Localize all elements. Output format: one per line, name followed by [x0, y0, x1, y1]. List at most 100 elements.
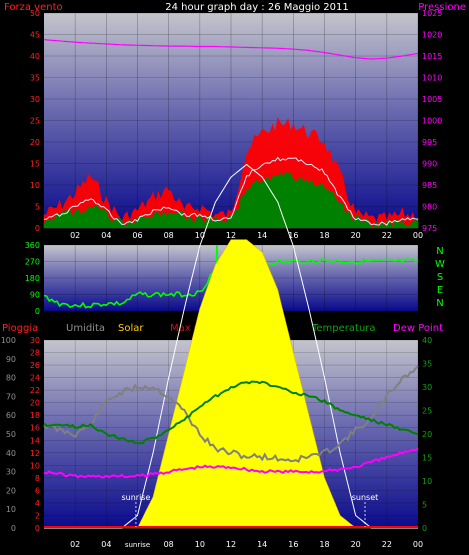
wind-y-tick: 0 [35, 224, 40, 233]
temperature-x-tick: 04 [101, 540, 111, 549]
pressure-y-tick: 1015 [422, 52, 442, 61]
rain-y-tick: 8 [35, 474, 40, 483]
humidity-y-tick: 90 [6, 355, 16, 364]
rain-y-tick: 6 [35, 486, 40, 495]
humidity-y-tick: 50 [6, 430, 16, 439]
direction-y-tick: 0 [35, 307, 40, 316]
sunrise-label: sunrise [121, 493, 150, 502]
legend-item: Dew Point [393, 323, 443, 334]
temperature-x-tick: 10 [195, 540, 205, 549]
wind-x-tick: 22 [382, 231, 392, 240]
temperature-y-tick: 30 [422, 383, 432, 392]
wind-x-labels: 02 04 06 08 10 12 14 16 18 20 22 00 [70, 231, 423, 240]
direction-y-tick: 180 [25, 274, 40, 283]
temperature-y-tick: 5 [422, 501, 427, 510]
direction-y-tick: 360 [25, 241, 40, 250]
pressure-y-tick: 1000 [422, 117, 442, 126]
temperature-y-tick: 20 [422, 430, 432, 439]
wind-pressure-grid [44, 12, 419, 229]
rain-y-tick: 24 [30, 374, 40, 383]
humidity-y-tick: 70 [6, 392, 16, 401]
temperature-x-tick: 20 [351, 540, 361, 549]
temperature-y-tick: 35 [422, 360, 432, 369]
temperature-y-labels: 0 5 10 15 20 25 30 35 40 [422, 336, 432, 533]
pressure-y-tick: 1020 [422, 31, 442, 40]
wind-y-tick: 40 [30, 52, 40, 61]
direction-y-tick: 270 [25, 258, 40, 267]
wind-x-tick: 20 [351, 231, 361, 240]
humidity-y-labels: 0 10 20 30 40 50 60 70 80 90 100 [1, 336, 16, 533]
rain-y-tick: 12 [30, 449, 40, 458]
temperature-x-tick: 22 [382, 540, 392, 549]
rain-y-tick: 18 [30, 411, 40, 420]
temperature-y-tick: 10 [422, 477, 432, 486]
wind-x-tick: 00 [413, 231, 423, 240]
humidity-y-tick: 20 [6, 486, 16, 495]
wind-y-tick: 5 [35, 203, 40, 212]
wind-x-tick: 12 [226, 231, 236, 240]
temperature-x-labels: 02 04 sunrise 08 10 12 14 16 18 20 22 00 [70, 540, 423, 549]
header-left-label: Forza vento [4, 2, 63, 13]
wind-y-tick: 45 [30, 31, 40, 40]
humidity-y-tick: 10 [6, 505, 16, 514]
temperature-x-tick: sunrise [125, 541, 150, 549]
rain-y-tick: 26 [30, 361, 40, 370]
wind-pressure-panel [44, 13, 418, 228]
temperature-x-tick: 16 [288, 540, 298, 549]
compass-label: S [437, 272, 443, 283]
temperature-y-tick: 40 [422, 336, 432, 345]
rain-y-tick: 28 [30, 349, 40, 358]
rain-y-tick: 0 [35, 524, 40, 533]
compass-label: N [436, 298, 443, 309]
direction-y-tick: 90 [30, 291, 40, 300]
pressure-line [43, 39, 419, 60]
dew-point-line [43, 447, 419, 479]
header-right-label: Pressione [418, 2, 466, 13]
wind-pressure-series [43, 39, 419, 229]
wind-x-tick: 06 [132, 231, 142, 240]
temperature-x-tick: 14 [257, 540, 267, 549]
rain-y-tick: 30 [30, 336, 40, 345]
rain-y-tick: 2 [35, 511, 40, 520]
humidity-y-tick: 0 [11, 524, 16, 533]
wind-x-tick: 08 [164, 231, 174, 240]
wind-x-tick: 10 [195, 231, 205, 240]
temperature-series [43, 163, 419, 529]
sunset-label: sunset [352, 493, 379, 502]
rain-y-tick: 14 [30, 436, 40, 445]
temperature-x-tick: 02 [70, 540, 80, 549]
rain-y-tick: 22 [30, 386, 40, 395]
wind-y-labels: 0 5 10 15 20 25 30 35 40 45 50 [30, 9, 40, 233]
temperature-y-tick: 25 [422, 407, 432, 416]
legend-item: Temperatura [311, 323, 376, 334]
humidity-y-tick: 80 [6, 374, 16, 383]
compass-label: N [436, 246, 443, 257]
humidity-y-tick: 60 [6, 411, 16, 420]
compass-label: W [435, 259, 445, 270]
humidity-y-tick: 100 [1, 336, 16, 345]
wind-y-tick: 20 [30, 138, 40, 147]
humidity-y-tick: 30 [6, 468, 16, 477]
wind-y-tick: 30 [30, 95, 40, 104]
humidity-y-tick: 40 [6, 449, 16, 458]
temperature-x-tick: 08 [164, 540, 174, 549]
temperature-x-tick: 00 [413, 540, 423, 549]
wind-x-tick: 18 [319, 231, 329, 240]
humidity-line [43, 365, 419, 464]
wind-avg-area [43, 171, 419, 229]
header-title: 24 hour graph day : 26 Maggio 2011 [165, 2, 348, 13]
temperature-y-tick: 0 [422, 524, 427, 533]
legend-item: Umidita [66, 323, 105, 334]
pressure-y-tick: 975 [422, 224, 437, 233]
pressure-y-tick: 980 [422, 203, 437, 212]
wind-x-tick: 14 [257, 231, 267, 240]
pressure-y-tick: 995 [422, 138, 437, 147]
rain-y-tick: 4 [35, 499, 40, 508]
legend-item: Solar [118, 323, 144, 334]
temperature-line [43, 380, 419, 445]
temperature-x-tick: 18 [319, 540, 329, 549]
wind-y-tick: 15 [30, 160, 40, 169]
pressure-y-tick: 1025 [422, 9, 442, 18]
temperature-y-tick: 15 [422, 454, 432, 463]
